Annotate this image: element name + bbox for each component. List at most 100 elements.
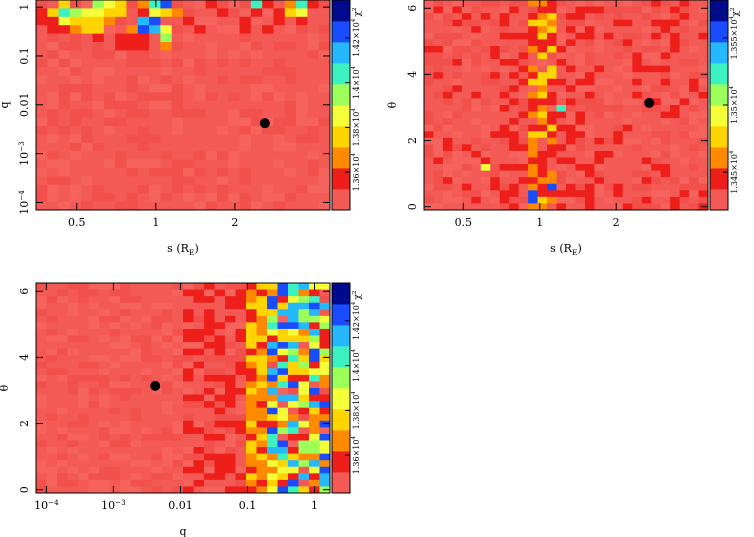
- heatmap-cell: [641, 65, 652, 73]
- heatmap-cell: [307, 168, 320, 177]
- heatmap-cell: [277, 283, 289, 290]
- heatmap-cell: [273, 58, 286, 68]
- heatmap-cell: [309, 473, 320, 481]
- heatmap-cell: [194, 126, 207, 135]
- heatmap-cell: [509, 111, 520, 119]
- heatmap-cell: [246, 283, 257, 290]
- heatmap-cell: [214, 342, 226, 350]
- heatmap-cell: [613, 144, 624, 152]
- heatmap-cell: [307, 109, 320, 118]
- heatmap-cell: [36, 168, 48, 177]
- heatmap-cell: [267, 440, 278, 448]
- heatmap-cell: [151, 355, 163, 363]
- heatmap-cell: [69, 142, 82, 152]
- heatmap-cell: [235, 361, 247, 369]
- heatmap-cell: [319, 361, 331, 369]
- heatmap-cell: [99, 355, 110, 363]
- heatmap-cell: [547, 111, 557, 119]
- heatmap-cell: [499, 137, 510, 145]
- heatmap-cell: [613, 183, 624, 191]
- heatmap-cell: [225, 479, 236, 487]
- heatmap-cell: [309, 420, 320, 428]
- heatmap-cell: [160, 159, 173, 169]
- heatmap-cell: [594, 157, 605, 165]
- heatmap-cell: [461, 118, 472, 126]
- heatmap-cell: [603, 85, 614, 93]
- colorbar-tick-label: 1.355×104: [729, 16, 739, 60]
- heatmap-cell: [689, 72, 699, 80]
- heatmap-cell: [622, 131, 633, 139]
- heatmap-cell: [603, 32, 614, 40]
- heatmap-cell: [273, 42, 286, 51]
- heatmap-cell: [537, 105, 548, 112]
- heatmap-cell: [461, 137, 472, 145]
- heatmap-cell: [622, 124, 633, 132]
- heatmap-cell: [698, 124, 709, 132]
- heatmap-cell: [160, 201, 173, 211]
- heatmap-cell: [537, 26, 548, 34]
- colorbar-label: χ2: [352, 290, 363, 299]
- heatmap-cell: [214, 473, 226, 481]
- heatmap-cell: [471, 19, 482, 27]
- heatmap-cell: [137, 142, 150, 152]
- heatmap-cell: [36, 0, 48, 9]
- heatmap-cell: [288, 479, 299, 487]
- heatmap-cell: [103, 201, 116, 211]
- heatmap-cell: [537, 131, 548, 139]
- heatmap-cell: [99, 348, 110, 356]
- heatmap-cell: [88, 453, 100, 461]
- heatmap-cell: [46, 381, 58, 389]
- heatmap-cell: [651, 13, 662, 21]
- heatmap-cell: [424, 131, 434, 139]
- heatmap-cell: [36, 420, 47, 428]
- heatmap-cell: [235, 486, 247, 494]
- heatmap-cell: [205, 117, 218, 127]
- heatmap-cell: [78, 486, 89, 494]
- heatmap-cell: [103, 193, 116, 202]
- heatmap-cell: [81, 42, 93, 51]
- heatmap-cell: [216, 117, 229, 127]
- heatmap-cell: [47, 168, 60, 177]
- heatmap-cell: [698, 85, 709, 93]
- heatmap-cell: [103, 33, 116, 43]
- heatmap-cell: [490, 72, 501, 80]
- heatmap-cell: [660, 26, 671, 34]
- heatmap-cell: [228, 117, 240, 127]
- heatmap-cell: [284, 117, 297, 127]
- heatmap-cell: [433, 13, 444, 21]
- heatmap-cell: [433, 39, 444, 47]
- heatmap-cell: [193, 289, 205, 297]
- heatmap-cell: [267, 355, 278, 363]
- heatmap-cell: [246, 342, 257, 350]
- heatmap-cell: [594, 6, 605, 14]
- heatmap-cell: [424, 72, 434, 80]
- y-tick-label: 0.01: [18, 93, 31, 118]
- heatmap-cell: [575, 32, 586, 40]
- heatmap-cell: [509, 157, 520, 165]
- heatmap-cell: [575, 203, 586, 211]
- heatmap-cell: [490, 26, 501, 34]
- heatmap-cell: [537, 98, 548, 106]
- heatmap-cell: [537, 19, 548, 27]
- heatmap-cell: [103, 67, 116, 76]
- heatmap-cell: [296, 126, 308, 135]
- heatmap-cell: [537, 111, 548, 119]
- heatmap-cell: [288, 355, 299, 363]
- heatmap-cell: [109, 315, 121, 323]
- heatmap-cell: [193, 342, 205, 350]
- heatmap-cell: [528, 19, 538, 27]
- heatmap-cell: [162, 407, 173, 415]
- heatmap-cell: [262, 168, 274, 177]
- heatmap-cell: [575, 65, 586, 73]
- heatmap-cell: [172, 342, 184, 350]
- heatmap-cell: [641, 118, 652, 126]
- heatmap-cell: [216, 151, 229, 160]
- heatmap-cell: [603, 13, 614, 21]
- heatmap-cell: [99, 322, 110, 330]
- heatmap-cell: [67, 433, 79, 441]
- heatmap-cell: [58, 33, 71, 43]
- heatmap-cell: [480, 150, 491, 158]
- heatmap-cell: [575, 19, 586, 27]
- heatmap-cell: [225, 401, 236, 409]
- heatmap-cell: [36, 302, 47, 310]
